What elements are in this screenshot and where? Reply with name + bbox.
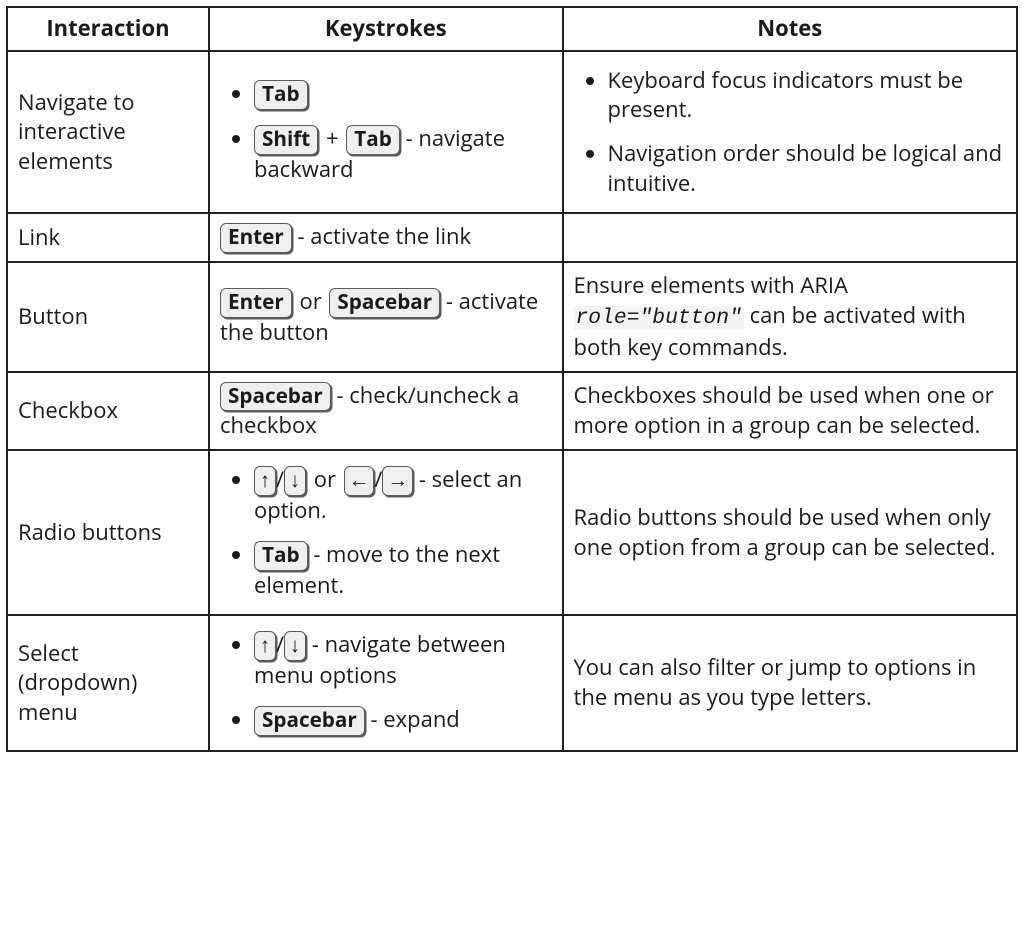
table-row: Select (dropdown) menu ↑/↓ - navigate be…: [7, 615, 1017, 751]
or-sep: or: [308, 464, 342, 494]
kbd-shift: Shift: [254, 125, 318, 155]
notes-cell: Radio buttons should be used when only o…: [563, 450, 1018, 615]
note-item: Navigation order should be logical and i…: [608, 139, 1007, 198]
keystrokes-cell: Spacebar - check/uncheck a checkbox: [209, 372, 563, 451]
interaction-cell: Link: [7, 213, 209, 262]
table-header-row: Interaction Keystrokes Notes: [7, 7, 1017, 51]
notes-cell: Checkboxes should be used when one or mo…: [563, 372, 1018, 451]
keystrokes-cell: Enter - activate the link: [209, 213, 563, 262]
note-text-pre: Ensure elements with ARIA: [574, 270, 848, 300]
table-row: Link Enter - activate the link: [7, 213, 1017, 262]
notes-cell: You can also filter or jump to options i…: [563, 615, 1018, 751]
interaction-cell: Select (dropdown) menu: [7, 615, 209, 751]
table-row: Checkbox Spacebar - check/uncheck a chec…: [7, 372, 1017, 451]
kbd-down: ↓: [284, 631, 306, 661]
or-sep: or: [294, 286, 328, 316]
note-item: Keyboard focus indicators must be presen…: [608, 66, 1007, 125]
kbd-enter: Enter: [220, 288, 292, 318]
kbd-left: ←: [344, 466, 375, 496]
keystroke-item: Shift + Tab - navigate backward: [254, 124, 552, 185]
kbd-up: ↑: [254, 466, 276, 496]
keystroke-desc: - expand: [365, 704, 460, 734]
keystroke-item: ↑/↓ - navigate between menu options: [254, 630, 552, 691]
interaction-cell: Checkbox: [7, 372, 209, 451]
notes-cell: [563, 213, 1018, 262]
kbd-up: ↑: [254, 631, 276, 661]
kbd-tab: Tab: [254, 80, 308, 110]
table-row: Navigate to interactive elements Tab Shi…: [7, 51, 1017, 214]
col-header-interaction: Interaction: [7, 7, 209, 51]
kbd-spacebar: Spacebar: [220, 382, 331, 412]
notes-cell: Keyboard focus indicators must be presen…: [563, 51, 1018, 214]
keystrokes-cell: Enter or Spacebar - activate the button: [209, 262, 563, 371]
kbd-spacebar: Spacebar: [329, 288, 440, 318]
keystroke-item: ↑/↓ or ←/→ - select an option.: [254, 465, 552, 526]
keystroke-item: Spacebar - expand: [254, 705, 552, 736]
keystroke-desc: - activate the link: [292, 221, 471, 251]
slash-sep: /: [276, 464, 284, 494]
interaction-cell: Button: [7, 262, 209, 371]
slash-sep: /: [374, 464, 382, 494]
interaction-cell: Navigate to interactive elements: [7, 51, 209, 214]
kbd-right: →: [382, 466, 413, 496]
kbd-enter: Enter: [220, 223, 292, 253]
keystrokes-cell: ↑/↓ - navigate between menu options Spac…: [209, 615, 563, 751]
kbd-down: ↓: [284, 466, 306, 496]
col-header-notes: Notes: [563, 7, 1018, 51]
keystrokes-cell: Tab Shift + Tab - navigate backward: [209, 51, 563, 214]
notes-cell: Ensure elements with ARIA role="button" …: [563, 262, 1018, 371]
table-row: Radio buttons ↑/↓ or ←/→ - select an opt…: [7, 450, 1017, 615]
keystrokes-cell: ↑/↓ or ←/→ - select an option. Tab - mov…: [209, 450, 563, 615]
keystroke-item: Tab: [254, 79, 552, 110]
plus-sep: +: [320, 123, 344, 153]
keyboard-interactions-table: Interaction Keystrokes Notes Navigate to…: [6, 6, 1018, 752]
slash-sep: /: [276, 629, 284, 659]
col-header-keystrokes: Keystrokes: [209, 7, 563, 51]
table-row: Button Enter or Spacebar - activate the …: [7, 262, 1017, 371]
interaction-cell: Radio buttons: [7, 450, 209, 615]
kbd-tab: Tab: [346, 125, 400, 155]
code-role-button: role="button": [574, 306, 744, 330]
kbd-tab: Tab: [254, 541, 308, 571]
kbd-spacebar: Spacebar: [254, 706, 365, 736]
keystroke-item: Tab - move to the next element.: [254, 540, 552, 601]
